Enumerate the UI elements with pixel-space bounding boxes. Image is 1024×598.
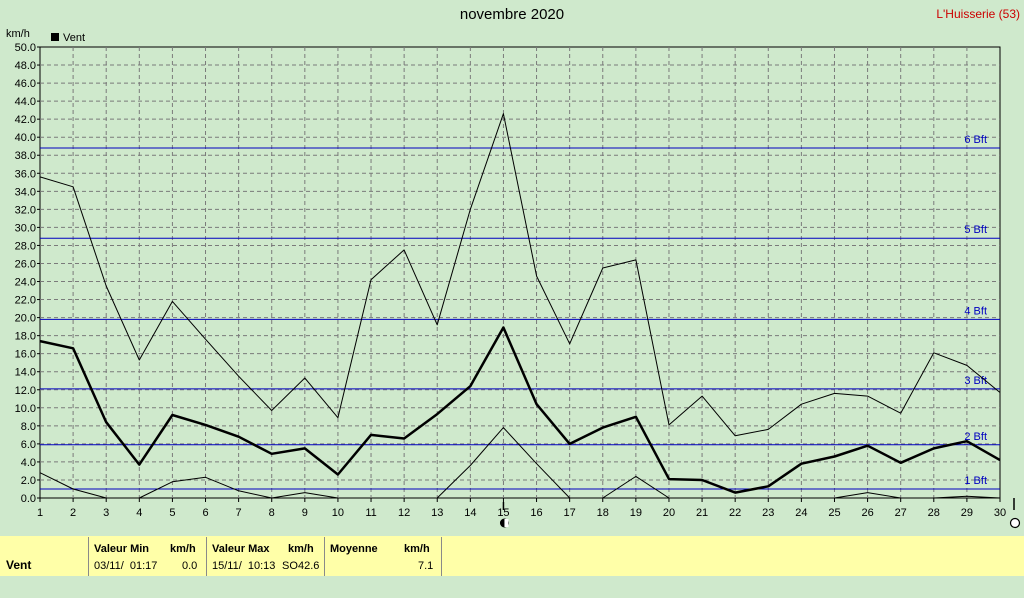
y-tick-label: 22.0 [15, 295, 36, 307]
y-tick-label: 4.0 [21, 457, 36, 469]
x-tick-label: 22 [729, 507, 741, 519]
y-tick-label: 46.0 [15, 78, 36, 90]
x-tick-label: 3 [103, 507, 109, 519]
x-tick-label: 2 [70, 507, 76, 519]
x-tick-label: 1 [37, 507, 43, 519]
x-tick-label: 14 [464, 507, 476, 519]
footer-row-label: Vent [6, 558, 32, 572]
footer-divider [206, 537, 207, 576]
min-value: 0.0 [182, 560, 198, 572]
full-moon-icon [1009, 517, 1021, 529]
beaufort-label: 5 Bft [964, 224, 987, 236]
x-tick-label: 11 [365, 507, 376, 519]
station-name: L'Huisserie (53) [936, 7, 1020, 21]
x-tick-label: 26 [861, 507, 873, 519]
y-tick-label: 14.0 [15, 367, 36, 379]
x-tick-label: 10 [332, 507, 344, 519]
y-tick-label: 16.0 [15, 349, 36, 361]
x-tick-label: 13 [431, 507, 443, 519]
y-tick-label: 42.0 [15, 114, 36, 126]
x-tick-label: 29 [961, 507, 973, 519]
legend-swatch [51, 33, 59, 41]
beaufort-label: 4 Bft [964, 305, 987, 317]
min-date: 03/11/ 01:17 [94, 560, 158, 572]
max-direction: SO [282, 560, 298, 572]
y-tick-label: 26.0 [15, 258, 36, 270]
y-tick-label: 6.0 [21, 439, 36, 451]
y-tick-label: 24.0 [15, 277, 36, 289]
x-tick-label: 15 [497, 507, 509, 519]
x-tick-label: 30 [994, 507, 1006, 519]
y-tick-label: 0.0 [21, 493, 36, 505]
avg-value: 7.1 [418, 560, 434, 572]
max-unit: km/h [288, 543, 314, 555]
x-tick-label: 6 [202, 507, 208, 519]
avg-unit: km/h [404, 543, 430, 555]
y-tick-label: 12.0 [15, 385, 36, 397]
x-tick-label: 16 [530, 507, 542, 519]
y-tick-label: 40.0 [15, 132, 36, 144]
y-tick-label: 18.0 [15, 331, 36, 343]
max-header: Valeur Max [212, 543, 270, 555]
y-tick-label: 44.0 [15, 96, 36, 108]
avg-header: Moyenne [330, 543, 378, 555]
x-tick-label: 18 [597, 507, 609, 519]
series-line-mean [39, 326, 1001, 494]
x-tick-label: 12 [398, 507, 410, 519]
x-tick-label: 17 [564, 507, 576, 519]
x-tick-label: 9 [302, 507, 308, 519]
beaufort-label: 2 Bft [964, 431, 987, 443]
min-header: Valeur Min [94, 543, 150, 555]
x-tick-label: 21 [696, 507, 708, 519]
footer-divider [324, 537, 325, 576]
x-tick-label: 8 [269, 507, 275, 519]
max-value: 42.6 [298, 560, 320, 572]
y-tick-label: 32.0 [15, 204, 36, 216]
moon-phase-icon-light [504, 519, 509, 527]
wind-chart: 0.0 2.0 4.0 6.0 8.0 10.0 12.0 14.0 16.0 18.0 20.0 2… [6, 28, 1021, 529]
beaufort-label: 6 Bft [964, 134, 987, 146]
y-tick-label: 30.0 [15, 222, 36, 234]
y-axis-label: km/h [6, 28, 30, 40]
max-date: 15/11/ 10:13 [212, 560, 276, 572]
footer-divider [441, 537, 442, 576]
series-line-envelope [39, 113, 1001, 437]
series-line-envelope [834, 492, 1001, 499]
beaufort-label: 3 Bft [964, 375, 987, 387]
y-tick-label: 34.0 [15, 186, 36, 198]
y-tick-label: 2.0 [21, 475, 36, 487]
stats-footer [0, 536, 1024, 576]
x-tick-label: 20 [663, 507, 675, 519]
footer-divider [88, 537, 89, 576]
y-tick-label: 48.0 [15, 60, 36, 72]
x-tick-label: 19 [630, 507, 642, 519]
x-tick-label: 7 [236, 507, 242, 519]
x-tick-label: 23 [762, 507, 774, 519]
x-tick-label: 28 [928, 507, 940, 519]
chart-title: novembre 2020 [459, 6, 565, 23]
y-tick-label: 50.0 [15, 42, 36, 54]
series-line-envelope [436, 427, 670, 499]
y-tick-label: 28.0 [15, 240, 36, 252]
x-tick-label: 24 [795, 507, 807, 519]
y-tick-label: 38.0 [15, 150, 36, 162]
y-tick-label: 10.0 [15, 403, 36, 415]
x-tick-label: 5 [169, 507, 175, 519]
plot-frame [39, 46, 1001, 499]
y-tick-label: 36.0 [15, 168, 36, 180]
y-tick-label: 8.0 [21, 421, 36, 433]
y-tick-label: 20.0 [15, 313, 36, 325]
x-tick-label: 4 [136, 507, 142, 519]
series-line-envelope [39, 472, 338, 499]
min-unit: km/h [170, 543, 196, 555]
legend-label: Vent [63, 32, 85, 44]
x-tick-label: 25 [828, 507, 840, 519]
x-tick-label: 27 [895, 507, 907, 519]
beaufort-label: 1 Bft [964, 475, 987, 487]
